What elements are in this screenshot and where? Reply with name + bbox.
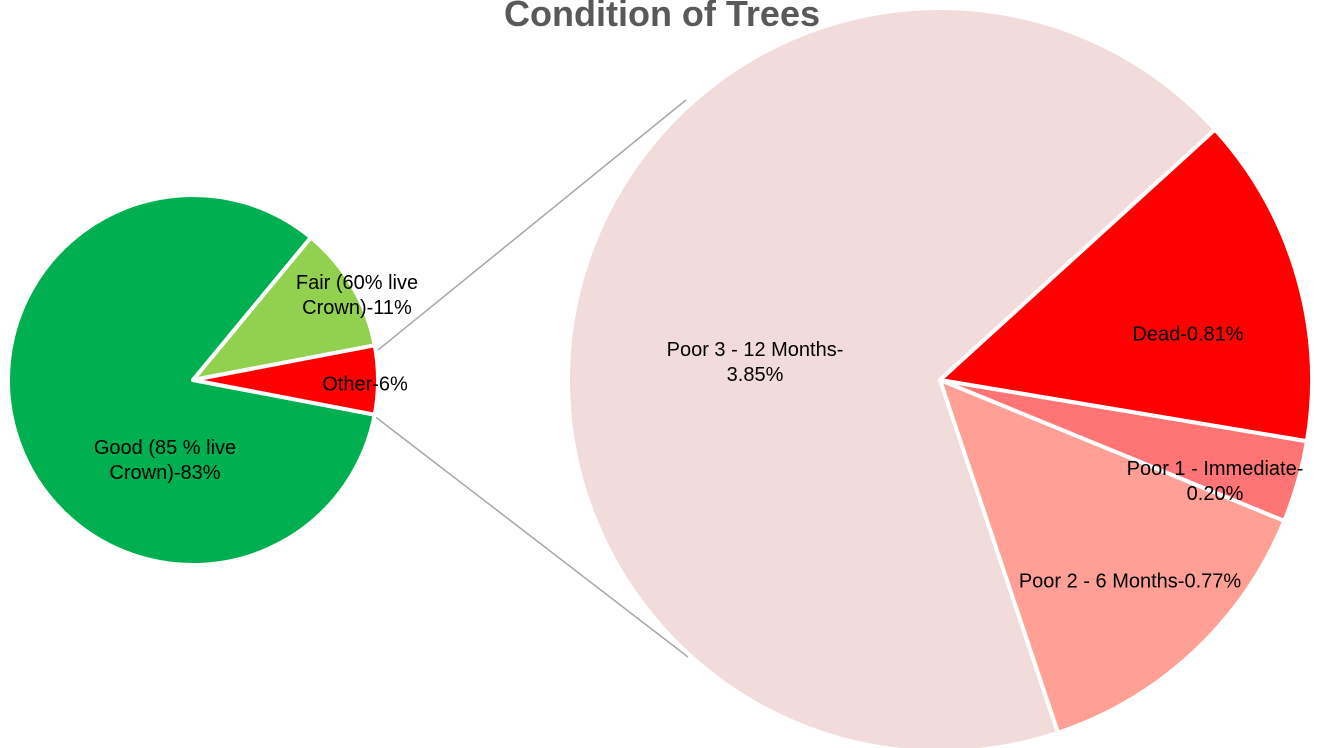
pie-slice — [191, 343, 380, 417]
data-label: Poor 3 - 12 Months-3.85% — [666, 339, 844, 386]
data-label: Dead-0.81% — [1132, 323, 1244, 346]
data-label: Good (85 % live Crown)-83% — [93, 437, 237, 484]
data-label: Poor 1 - Immediate-0.20% — [1126, 458, 1304, 505]
pie-slice — [938, 378, 1287, 735]
pie-slice — [191, 235, 377, 382]
pie-slice — [938, 127, 1314, 444]
data-label: Fair (60% live Crown)-11% — [295, 272, 419, 319]
chart-title: Condition of Trees — [503, 0, 821, 34]
connector-line — [372, 414, 689, 658]
pie-slice — [566, 6, 1218, 748]
data-label: Other-6% — [322, 373, 408, 396]
data-label: Poor 2 - 6 Months-0.77% — [1018, 570, 1242, 593]
connector-line — [377, 99, 687, 351]
